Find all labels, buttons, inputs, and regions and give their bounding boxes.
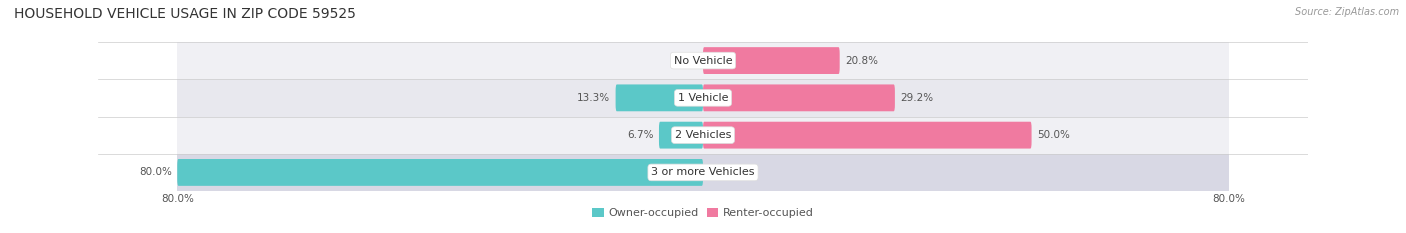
Legend: Owner-occupied, Renter-occupied: Owner-occupied, Renter-occupied	[592, 208, 814, 218]
Text: 20.8%: 20.8%	[845, 56, 877, 65]
Text: HOUSEHOLD VEHICLE USAGE IN ZIP CODE 59525: HOUSEHOLD VEHICLE USAGE IN ZIP CODE 5952…	[14, 7, 356, 21]
Bar	[177, 116, 1229, 154]
Text: 80.0%: 80.0%	[139, 168, 172, 177]
Bar	[177, 79, 1229, 116]
FancyBboxPatch shape	[703, 47, 839, 74]
Text: 2 Vehicles: 2 Vehicles	[675, 130, 731, 140]
Text: 3 or more Vehicles: 3 or more Vehicles	[651, 168, 755, 177]
Bar	[177, 154, 1229, 191]
Text: Source: ZipAtlas.com: Source: ZipAtlas.com	[1295, 7, 1399, 17]
FancyBboxPatch shape	[616, 84, 703, 111]
Text: 0.0%: 0.0%	[709, 168, 734, 177]
Text: 50.0%: 50.0%	[1036, 130, 1070, 140]
Bar	[177, 42, 1229, 79]
Text: No Vehicle: No Vehicle	[673, 56, 733, 65]
FancyBboxPatch shape	[177, 159, 703, 186]
FancyBboxPatch shape	[703, 84, 894, 111]
Text: 13.3%: 13.3%	[578, 93, 610, 103]
FancyBboxPatch shape	[659, 122, 703, 149]
FancyBboxPatch shape	[703, 122, 1032, 149]
Text: 0.0%: 0.0%	[672, 56, 697, 65]
Text: 1 Vehicle: 1 Vehicle	[678, 93, 728, 103]
Text: 6.7%: 6.7%	[627, 130, 654, 140]
Text: 29.2%: 29.2%	[900, 93, 934, 103]
